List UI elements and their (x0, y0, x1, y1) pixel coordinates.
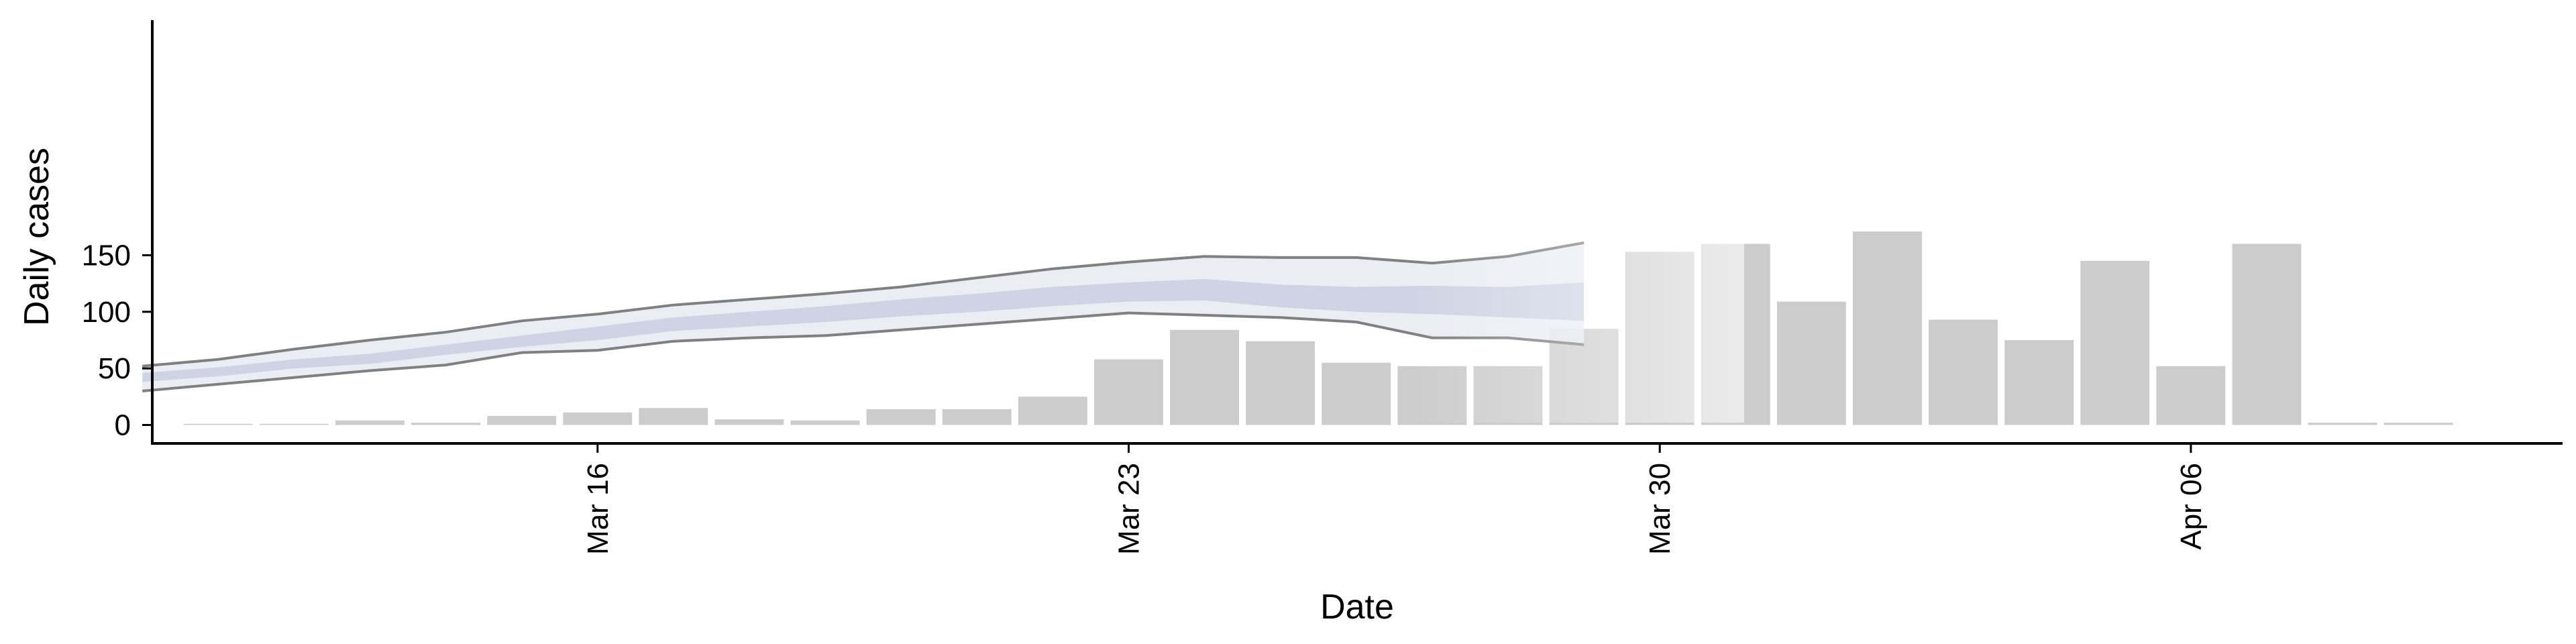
y-tick-label: 100 (82, 296, 131, 329)
band-fade-overlay (1409, 20, 1744, 423)
axes (151, 20, 2563, 445)
bar (1929, 319, 1998, 425)
y-tick-label: 150 (82, 239, 131, 272)
band-lower-edge (142, 311, 1585, 392)
bar (2308, 423, 2377, 425)
nowcast-band (142, 20, 1744, 423)
x-tick-label: Mar 30 (1644, 463, 1676, 555)
bar (2004, 340, 2074, 425)
x-tick-label: Apr 06 (2175, 463, 2208, 550)
band-upper-edge (142, 241, 1585, 368)
bar (2080, 260, 2150, 425)
y-axis-ticks: 0 50 100 150 (82, 239, 152, 442)
bar (2383, 423, 2453, 425)
bar (866, 409, 936, 425)
bar (411, 423, 480, 425)
bar (335, 420, 405, 425)
bar (1853, 231, 1922, 425)
x-tick-label: Mar 16 (582, 463, 614, 555)
bar (487, 416, 557, 425)
bar (639, 408, 708, 425)
y-tick-label: 0 (115, 409, 131, 442)
bar (1322, 362, 1391, 425)
bar (1246, 341, 1316, 425)
bar (942, 409, 1012, 425)
x-tick-label: Mar 23 (1113, 463, 1146, 555)
bar (1776, 301, 1846, 425)
bar (183, 423, 253, 425)
bar (1018, 396, 1087, 425)
y-tick-label: 50 (98, 352, 131, 385)
y-axis-title: Daily cases (17, 148, 56, 326)
bar (1170, 329, 1239, 425)
x-axis-title: Date (1320, 588, 1394, 627)
bar (2156, 366, 2226, 425)
bar (790, 420, 860, 425)
x-axis-ticks: Mar 16 Mar 23 Mar 30 Apr 06 (582, 443, 2208, 555)
bar (1094, 359, 1163, 425)
bar (259, 423, 329, 425)
bar (563, 412, 633, 425)
bar (2232, 244, 2302, 425)
bar (714, 419, 784, 425)
